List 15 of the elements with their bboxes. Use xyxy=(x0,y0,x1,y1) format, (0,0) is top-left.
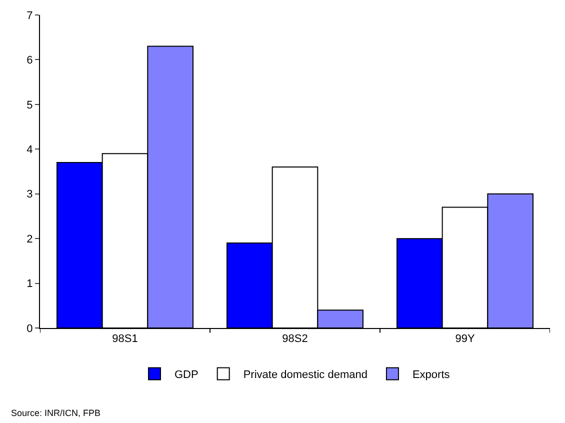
legend-label: Exports xyxy=(412,369,450,382)
x-tick-label: 99Y xyxy=(455,333,476,346)
legend-label: Private domestic demand xyxy=(243,369,368,382)
y-tick-label: 2 xyxy=(26,233,33,246)
y-tick-label: 4 xyxy=(26,144,33,156)
y-tick-label: 7 xyxy=(26,10,33,22)
y-tick-label: 0 xyxy=(26,322,33,335)
x-tick-label: 98S2 xyxy=(282,333,308,346)
y-tick-label: 1 xyxy=(26,278,33,290)
source-note: Source: INR/ICN, FPB xyxy=(11,408,101,418)
x-tick-label: 98S1 xyxy=(112,333,138,346)
y-tick-label: 6 xyxy=(26,54,33,67)
y-tick-label: 5 xyxy=(26,99,33,112)
y-tick-label: 3 xyxy=(26,188,33,201)
legend-label: GDP xyxy=(174,369,198,382)
